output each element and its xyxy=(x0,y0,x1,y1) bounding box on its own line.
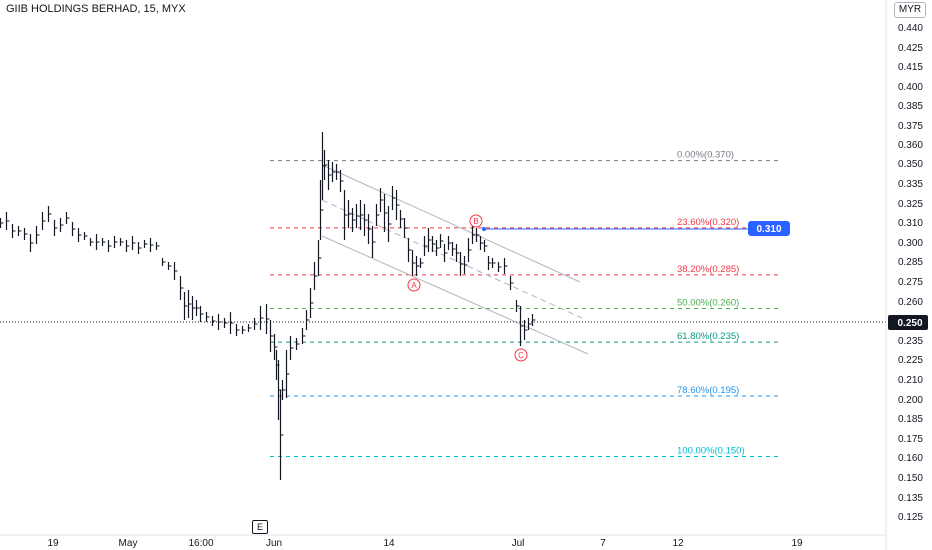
wave-label-a[interactable]: A xyxy=(407,278,421,292)
price-tick-label: 0.275 xyxy=(898,277,923,288)
price-tick-label: 0.225 xyxy=(898,355,923,366)
fib-level-label: 50.00%(0.260) xyxy=(677,298,739,309)
price-tick-label: 0.425 xyxy=(898,43,923,54)
time-tick-label: Jul xyxy=(512,538,525,549)
fib-level-label: 38.20%(0.285) xyxy=(677,264,739,275)
price-tick-label: 0.135 xyxy=(898,493,923,504)
candlestick-series xyxy=(0,132,536,480)
horizontal-ray-price-badge xyxy=(748,221,790,236)
time-axis[interactable]: 19 May 16:00 Jun 14 Jul 7 12 19 xyxy=(47,538,803,549)
time-tick-label: 19 xyxy=(791,538,803,549)
wave-label-a-text: A xyxy=(411,281,417,290)
price-tick-label: 0.335 xyxy=(898,179,923,190)
price-axis[interactable]: 0.440 0.425 0.415 0.400 0.385 0.375 0.360 0.350… xyxy=(898,23,923,523)
price-tick-label: 0.285 xyxy=(898,257,923,268)
currency-label[interactable]: MYR xyxy=(894,2,926,18)
wave-label-b[interactable]: B xyxy=(469,214,483,228)
price-tick-label: 0.325 xyxy=(898,199,923,210)
fib-level-label: 61.80%(0.235) xyxy=(677,331,739,342)
channel-middle-line[interactable] xyxy=(321,199,583,319)
channel-upper-line[interactable] xyxy=(321,164,581,283)
price-tick-label: 0.400 xyxy=(898,82,923,93)
price-tick-label: 0.350 xyxy=(898,159,923,170)
time-tick-label: 14 xyxy=(383,538,395,549)
current-price-badge: 0.250 xyxy=(888,315,928,330)
earnings-marker[interactable]: E xyxy=(252,520,268,534)
price-tick-label: 0.150 xyxy=(898,473,923,484)
price-tick-label: 0.310 xyxy=(898,218,923,229)
time-tick-label: 19 xyxy=(47,538,59,549)
horizontal-ray[interactable]: 0.310 xyxy=(482,221,790,236)
trend-channel[interactable] xyxy=(321,164,589,355)
price-tick-label: 0.375 xyxy=(898,121,923,132)
time-tick-label: Jun xyxy=(266,538,282,549)
time-tick-label: 16:00 xyxy=(188,538,213,549)
price-tick-label: 0.210 xyxy=(898,375,923,386)
price-tick-label: 0.235 xyxy=(898,336,923,347)
price-tick-label: 0.185 xyxy=(898,414,923,425)
time-tick-label: 7 xyxy=(600,538,606,549)
price-tick-label: 0.175 xyxy=(898,434,923,445)
price-tick-label: 0.385 xyxy=(898,101,923,112)
wave-label-c-text: C xyxy=(518,351,524,360)
time-tick-label: May xyxy=(119,538,138,549)
wave-label-b-text: B xyxy=(473,217,478,226)
fib-level-label: 0.00%(0.370) xyxy=(677,150,734,161)
horizontal-ray-price-label: 0.310 xyxy=(756,224,781,235)
price-tick-label: 0.160 xyxy=(898,453,923,464)
price-tick-label: 0.440 xyxy=(898,23,923,34)
fib-level-label: 100.00%(0.150) xyxy=(677,446,745,457)
symbol-title[interactable]: GIIB HOLDINGS BERHAD, 15, MYX xyxy=(6,3,186,15)
fib-level-label: 23.60%(0.320) xyxy=(677,217,739,228)
current-price-label: 0.250 xyxy=(897,318,922,329)
fibonacci-retracement[interactable]: 0.00%(0.370) 23.60%(0.320) 38.20%(0.285) 50… xyxy=(270,150,782,457)
price-tick-label: 0.125 xyxy=(898,512,923,523)
horizontal-ray-anchor[interactable] xyxy=(482,227,486,231)
elliott-wave-labels[interactable]: A B C xyxy=(407,214,528,362)
price-tick-label: 0.200 xyxy=(898,395,923,406)
channel-lower-line[interactable] xyxy=(321,235,589,355)
price-tick-label: 0.360 xyxy=(898,140,923,151)
time-tick-label: 12 xyxy=(672,538,684,549)
price-tick-label: 0.300 xyxy=(898,238,923,249)
price-tick-label: 0.260 xyxy=(898,297,923,308)
price-tick-label: 0.415 xyxy=(898,62,923,73)
fib-level-label: 78.60%(0.195) xyxy=(677,385,739,396)
wave-label-c[interactable]: C xyxy=(514,348,528,362)
